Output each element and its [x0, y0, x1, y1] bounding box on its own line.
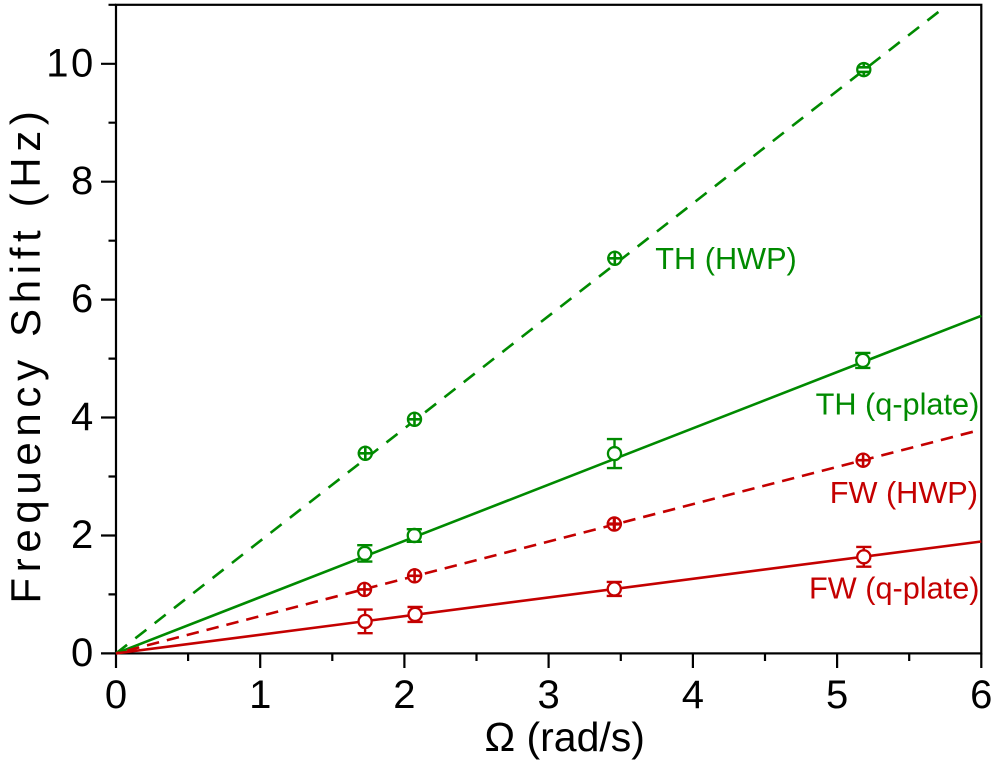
svg-text:1: 1	[249, 673, 271, 717]
svg-text:6: 6	[970, 673, 992, 717]
svg-text:0: 0	[105, 673, 127, 717]
svg-text:FW (q-plate): FW (q-plate)	[809, 571, 980, 606]
svg-text:2: 2	[71, 513, 93, 557]
svg-text:0: 0	[71, 631, 93, 675]
svg-text:5: 5	[826, 673, 848, 717]
svg-text:4: 4	[682, 673, 704, 717]
svg-text:6: 6	[71, 277, 93, 321]
svg-text:4: 4	[71, 395, 93, 439]
svg-text:Frequency Shift (Hz): Frequency Shift (Hz)	[2, 105, 49, 603]
svg-text:FW (HWP): FW (HWP)	[830, 475, 978, 510]
svg-text:TH (q-plate): TH (q-plate)	[816, 386, 980, 421]
svg-text:Ω (rad/s): Ω (rad/s)	[484, 714, 645, 760]
svg-text:TH (HWP): TH (HWP)	[655, 241, 796, 276]
svg-text:3: 3	[537, 673, 559, 717]
svg-text:8: 8	[71, 159, 93, 203]
svg-text:10: 10	[46, 41, 96, 85]
svg-text:2: 2	[393, 673, 415, 717]
